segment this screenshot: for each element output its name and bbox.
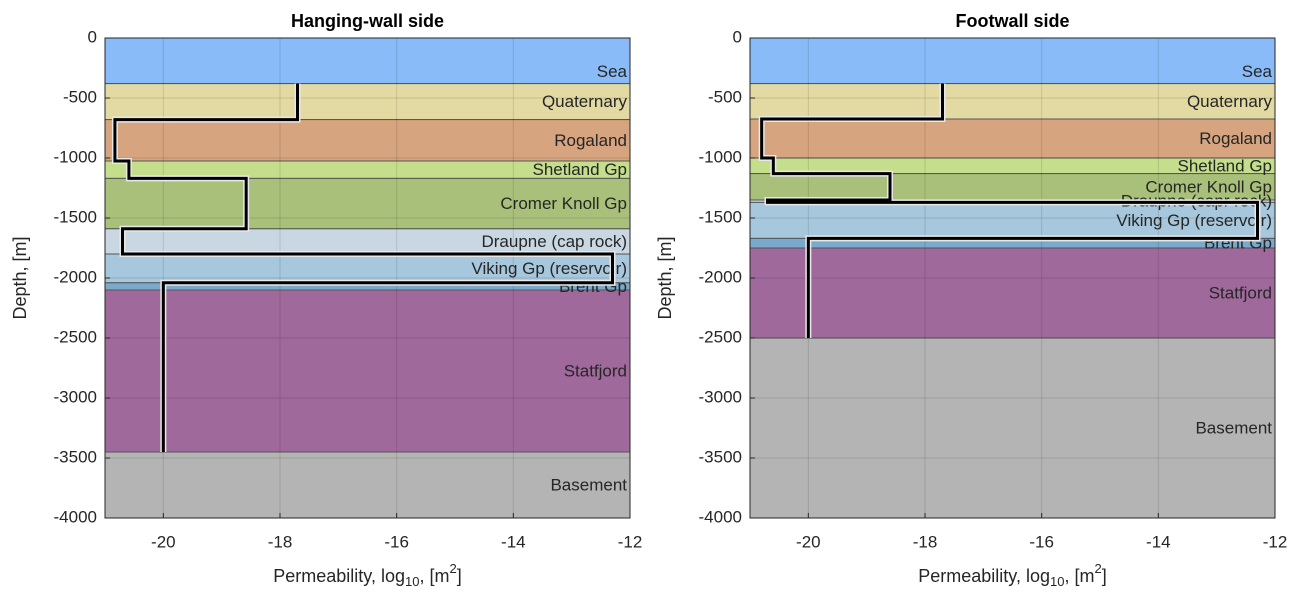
- y-tick-label: 0: [733, 27, 742, 46]
- y-tick-label: -2500: [54, 327, 97, 346]
- y-tick-label: -1500: [54, 207, 97, 226]
- x-label-mid: , [m: [1064, 566, 1094, 586]
- layer-label: Cromer Knoll Gp: [1145, 177, 1272, 196]
- x-label-end: ]: [1102, 566, 1107, 586]
- layer-band: [104, 37, 631, 85]
- layer-label: Rogaland: [554, 131, 627, 150]
- y-axis-label: Depth, [m]: [10, 236, 30, 319]
- layer-label: Basement: [550, 475, 627, 494]
- x-tick-label: -18: [268, 532, 293, 551]
- layer-label: Viking Gp (reservoir): [471, 259, 627, 278]
- x-tick-label: -18: [913, 532, 938, 551]
- subplot-title: Hanging-wall side: [291, 11, 444, 31]
- y-tick-label: -3000: [54, 387, 97, 406]
- layer-band: [104, 119, 631, 162]
- layer-band: [749, 83, 1276, 120]
- layer-band: [749, 247, 1276, 339]
- x-tick-label: -20: [796, 532, 821, 551]
- layer-band: [749, 37, 1276, 85]
- x-axis-label: Permeability, log10, [m2]: [918, 561, 1106, 589]
- y-tick-label: -3000: [699, 387, 742, 406]
- layer-label: Quaternary: [1187, 92, 1273, 111]
- x-label-sup: 2: [449, 561, 456, 576]
- x-tick-label: -12: [1263, 532, 1288, 551]
- y-axis-label: Depth, [m]: [655, 236, 675, 319]
- y-tick-label: -4000: [54, 507, 97, 526]
- y-tick-label: 0: [88, 27, 97, 46]
- y-tick-label: -1000: [699, 147, 742, 166]
- layer-band: [104, 83, 631, 121]
- y-tick-label: -1500: [699, 207, 742, 226]
- layer-label: Shetland Gp: [532, 160, 627, 179]
- layer-label: Draupne (cap rock): [481, 232, 627, 251]
- layer-label: Cromer Knoll Gp: [500, 194, 627, 213]
- x-tick-label: -20: [151, 532, 176, 551]
- layer-label: Shetland Gp: [1177, 156, 1272, 175]
- layer-label: Brent Gp: [559, 277, 627, 296]
- x-label-end: ]: [457, 566, 462, 586]
- y-tick-label: -2500: [699, 327, 742, 346]
- x-tick-label: -12: [618, 532, 643, 551]
- y-tick-label: -3500: [699, 447, 742, 466]
- x-tick-label: -16: [1029, 532, 1054, 551]
- layer-label: Viking Gp (reservoir): [1116, 211, 1272, 230]
- layer-label: Statfjord: [1209, 283, 1272, 302]
- layer-band: [749, 337, 1276, 519]
- x-tick-label: -14: [501, 532, 526, 551]
- permeability-profile: [760, 83, 1259, 338]
- y-tick-label: -2000: [699, 267, 742, 286]
- y-tick-label: -1000: [54, 147, 97, 166]
- subplot-title: Footwall side: [955, 11, 1069, 31]
- layer-label: Basement: [1195, 418, 1272, 437]
- layer-band: [749, 118, 1276, 159]
- x-label-mid: , [m: [419, 566, 449, 586]
- x-label-text: Permeability, log: [918, 566, 1050, 586]
- y-tick-label: -3500: [54, 447, 97, 466]
- x-label-sub: 10: [405, 574, 419, 589]
- y-tick-label: -2000: [54, 267, 97, 286]
- x-label-sub: 10: [1050, 574, 1064, 589]
- x-tick-label: -16: [384, 532, 409, 551]
- layer-label: Sea: [1242, 62, 1273, 81]
- x-axis-label: Permeability, log10, [m2]: [273, 561, 461, 589]
- y-tick-label: -500: [63, 87, 97, 106]
- y-tick-label: -500: [708, 87, 742, 106]
- x-label-sup: 2: [1094, 561, 1101, 576]
- layer-label: Quaternary: [542, 92, 628, 111]
- layer-label: Sea: [597, 62, 628, 81]
- x-label-text: Permeability, log: [273, 566, 405, 586]
- y-tick-label: -4000: [699, 507, 742, 526]
- layer-label: Rogaland: [1199, 129, 1272, 148]
- layer-band: [104, 289, 631, 453]
- layer-band: [104, 451, 631, 519]
- layer-band: [749, 201, 1276, 239]
- x-tick-label: -14: [1146, 532, 1171, 551]
- layer-label: Statfjord: [564, 361, 627, 380]
- permeability-profile: [113, 83, 614, 452]
